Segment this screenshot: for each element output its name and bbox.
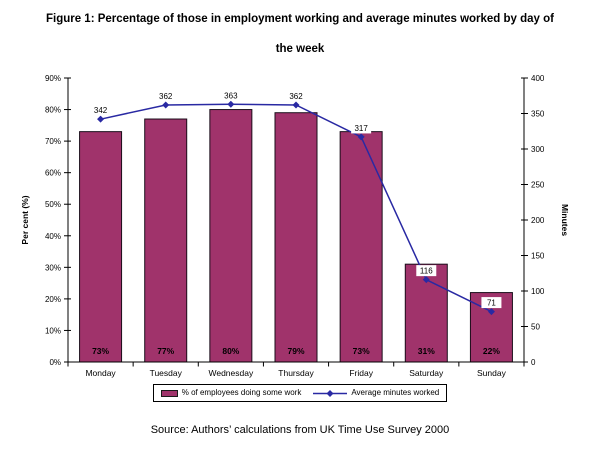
left-axis-tick-label: 80% [45, 106, 61, 115]
right-axis-title: Minutes [560, 204, 570, 236]
line-label-box [416, 265, 437, 277]
right-axis-tick-label: 400 [531, 74, 545, 83]
line-label-box [351, 122, 372, 134]
legend-row: % of employees doing some work Average m… [0, 384, 600, 402]
line-value-label-wednesday: 363 [224, 91, 238, 100]
left-axis-tick-label: 90% [45, 74, 61, 83]
line-label-box [286, 90, 306, 102]
right-axis-tick-label: 350 [531, 110, 545, 119]
bar-series-swatch-icon [160, 389, 178, 397]
left-axis-tick-label: 60% [45, 169, 61, 178]
left-axis-title: Per cent (%) [20, 195, 30, 244]
figure-title: Figure 1: Percentage of those in employm… [0, 4, 600, 64]
left-axis-tick-label: 0% [49, 358, 61, 367]
category-label-monday: Monday [85, 368, 116, 378]
category-label-sunday: Sunday [477, 368, 507, 378]
category-label-friday: Friday [349, 368, 373, 378]
line-marker-monday [97, 115, 105, 123]
bar-value-label-monday: 73% [92, 346, 109, 356]
bar-series-label: % of employees doing some work [181, 388, 302, 397]
line-value-label-sunday: 71 [487, 299, 496, 308]
bar-friday [339, 131, 383, 363]
bar-value-label-saturday: 31% [418, 346, 435, 356]
right-axis-tick-label: 250 [531, 181, 545, 190]
right-axis-tick-label: 300 [531, 145, 545, 154]
line-marker-saturday [422, 276, 430, 284]
bar-value-label-sunday: 22% [483, 346, 500, 356]
left-axis-tick-label: 10% [45, 326, 61, 335]
left-axis-tick-label: 20% [45, 295, 61, 304]
bar-value-label-wednesday: 80% [222, 346, 239, 356]
bar-value-label-friday: 73% [353, 346, 370, 356]
line-value-label-saturday: 116 [420, 267, 433, 276]
category-label-wednesday: Wednesday [208, 368, 253, 378]
line-label-box [155, 90, 176, 102]
category-label-thursday: Thursday [278, 368, 314, 378]
right-axis-tick-label: 0 [531, 358, 536, 367]
line-marker-thursday [292, 101, 300, 109]
right-axis-tick-label: 100 [531, 287, 545, 296]
combo-chart: 0% 10% 20% 30% 40% 50% 60% 70% 80% 90% 0 50 100 150 20… [20, 74, 570, 378]
line-series-swatch-icon [313, 389, 348, 397]
category-label-saturday: Saturday [409, 368, 444, 378]
left-axis-tick-label: 70% [45, 137, 61, 146]
line-marker-wednesday [227, 100, 235, 108]
right-axis-tick-label: 50 [531, 323, 540, 332]
bar-value-label-tuesday: 77% [157, 346, 174, 356]
line-series-label: Average minutes worked [351, 388, 440, 397]
left-axis-tick-label: 30% [45, 263, 61, 272]
bar-value-label-thursday: 79% [287, 346, 304, 356]
source-note: Source: Authors’ calculations from UK Ti… [150, 424, 450, 436]
left-axis-tick-label: 50% [45, 200, 61, 209]
line-label-box [481, 297, 502, 309]
right-axis-tick-label: 150 [531, 252, 545, 261]
left-axis-tick-label: 40% [45, 232, 61, 241]
chart-legend: % of employees doing some work Average m… [152, 384, 448, 402]
bar-saturday [404, 263, 448, 363]
line-label-box [90, 104, 111, 116]
line-value-label-friday: 317 [354, 124, 368, 133]
bar-monday [79, 131, 123, 363]
line-marker-friday [357, 133, 365, 141]
line-label-box [220, 89, 241, 101]
bar-wednesday [209, 109, 253, 363]
line-marker-tuesday [162, 101, 170, 109]
bar-tuesday [144, 118, 188, 363]
figure-title-line1: Figure 1: Percentage of those in employm… [45, 13, 555, 25]
line-marker-sunday [487, 308, 495, 316]
right-axis-tick-label: 200 [531, 216, 545, 225]
category-label-tuesday: Tuesday [150, 368, 183, 378]
bar-thursday [274, 112, 318, 363]
line-value-label-thursday: 362 [289, 92, 303, 101]
line-value-label-monday: 342 [94, 106, 108, 115]
line-value-label-tuesday: 362 [159, 92, 173, 101]
figure-title-line2: the week [275, 43, 325, 55]
